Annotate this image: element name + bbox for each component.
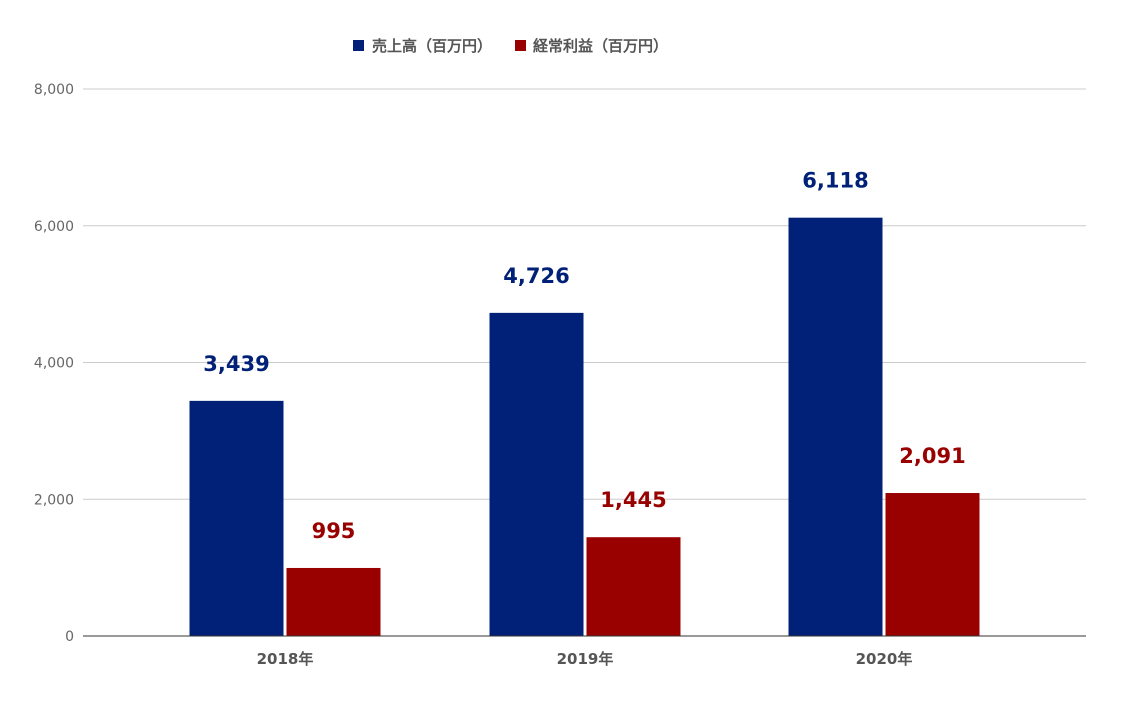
data-label: 3,439 xyxy=(203,352,269,376)
y-axis: 0 2,000 4,000 6,000 8,000 xyxy=(34,82,74,645)
legend: 売上高（百万円） 経常利益（百万円） xyxy=(353,37,668,55)
legend-swatch xyxy=(353,40,364,51)
data-label: 4,726 xyxy=(503,264,569,288)
legend-label: 経常利益（百万円） xyxy=(533,37,668,55)
bar-ordinary-profit-2 xyxy=(885,493,980,636)
bar-sales-1 xyxy=(489,312,584,636)
bar-sales-2 xyxy=(788,217,883,636)
y-tick-label: 6,000 xyxy=(34,219,74,235)
legend-swatch xyxy=(515,40,526,51)
x-tick-label: 2020年 xyxy=(856,650,913,668)
data-label: 1,445 xyxy=(600,488,666,512)
data-label: 995 xyxy=(312,519,356,543)
x-axis: 2018年 2019年 2020年 xyxy=(83,635,1086,668)
bar-ordinary-profit-1 xyxy=(586,537,681,636)
y-tick-label: 4,000 xyxy=(34,356,74,372)
y-tick-label: 2,000 xyxy=(34,492,74,508)
data-label: 6,118 xyxy=(802,169,868,193)
y-tick-label: 0 xyxy=(65,629,74,645)
legend-label: 売上高（百万円） xyxy=(372,37,492,55)
x-tick-label: 2018年 xyxy=(257,650,314,668)
data-label: 2,091 xyxy=(899,444,965,468)
bars xyxy=(189,217,980,636)
x-tick-label: 2019年 xyxy=(557,650,614,668)
y-tick-label: 8,000 xyxy=(34,82,74,98)
bar-ordinary-profit-0 xyxy=(286,567,381,636)
data-labels: 3,439 995 4,726 1,445 6,118 2,091 xyxy=(203,169,965,543)
bar-sales-0 xyxy=(189,400,284,636)
